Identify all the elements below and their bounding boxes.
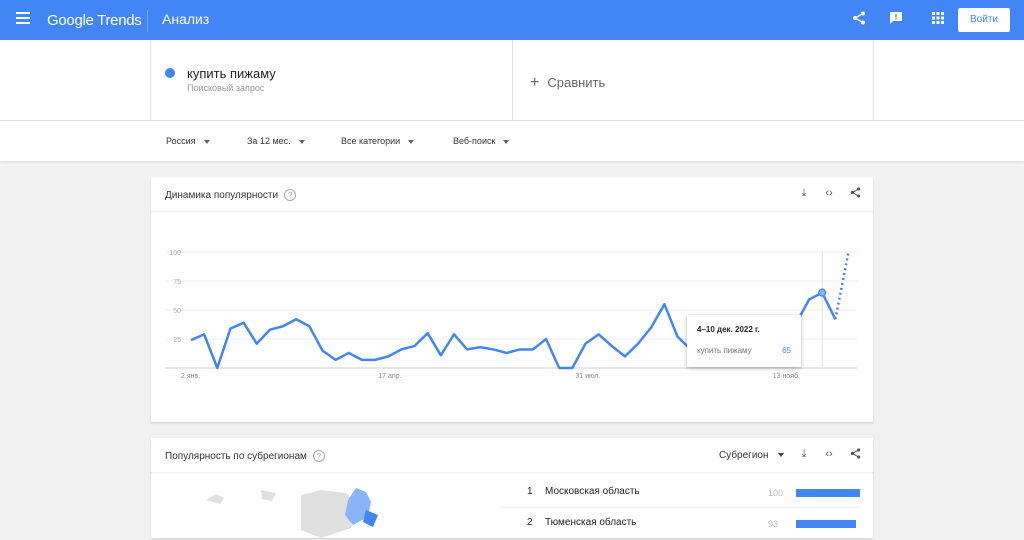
x-tick-label: 31 июл.	[576, 373, 601, 380]
region-value-bar	[796, 520, 856, 528]
caret-down-icon	[408, 139, 415, 144]
app-header: Google Trends Анализ Войти	[0, 0, 1024, 40]
region-card: Популярность по субрегионам? Субрегион ⤓…	[151, 438, 873, 538]
filter-region[interactable]: Россия	[166, 136, 210, 146]
filter-bar: Россия За 12 мес. Все категории Веб-поис…	[0, 121, 1024, 161]
x-tick-label: 17 апр.	[378, 373, 401, 380]
menu-icon[interactable]	[16, 12, 30, 26]
download-icon[interactable]: ⤓	[801, 187, 807, 199]
filter-category[interactable]: Все категории	[341, 136, 415, 146]
embed-icon[interactable]: ‹›	[825, 448, 833, 460]
logo[interactable]: Google Trends	[47, 12, 142, 29]
feedback-icon[interactable]	[887, 11, 905, 29]
highlight-point	[818, 288, 827, 297]
term-color-dot	[165, 68, 175, 78]
x-tick-label: 13 нояб.	[773, 372, 800, 380]
region-row[interactable]: 1 Московская область 100	[500, 478, 860, 508]
search-term-type: Поисковый запрос	[187, 83, 265, 93]
caret-down-icon	[203, 139, 210, 144]
share-icon[interactable]	[850, 11, 868, 29]
login-button[interactable]: Войти	[958, 8, 1010, 32]
y-tick-label: 25	[173, 337, 181, 344]
tooltip-value: 65	[782, 346, 791, 355]
region-value-bar	[796, 489, 860, 497]
y-tick-label: 50	[173, 308, 181, 315]
compare-button[interactable]: + Сравнить	[530, 74, 605, 92]
download-icon[interactable]: ⤓	[801, 448, 807, 460]
chart-tooltip: 4–10 дек. 2022 г. купить пижаму 65	[687, 315, 801, 367]
tooltip-date: 4–10 дек. 2022 г.	[697, 325, 760, 334]
interest-over-time-card: Динамика популярности? ⤓ ‹›	[151, 177, 873, 422]
search-term-card[interactable]	[150, 40, 512, 120]
divider	[147, 10, 148, 32]
caret-down-icon	[298, 139, 305, 144]
caret-down-icon	[503, 139, 510, 144]
region-map[interactable]	[201, 480, 431, 540]
x-tick-label: 2 янв.	[181, 373, 200, 380]
query-bar	[0, 40, 1024, 121]
tooltip-term: купить пижаму	[697, 346, 752, 355]
help-icon[interactable]: ?	[312, 450, 325, 462]
plus-icon: +	[530, 74, 540, 91]
compare-card[interactable]	[512, 40, 874, 120]
compare-label: Сравнить	[547, 75, 606, 90]
region-row[interactable]: 2 Тюменская область 93	[500, 509, 860, 539]
help-icon[interactable]: ?	[284, 189, 297, 201]
y-tick-label: 100	[169, 250, 181, 257]
embed-icon[interactable]: ‹›	[825, 187, 833, 199]
share-icon[interactable]	[848, 448, 862, 462]
partial-data-line	[834, 251, 850, 320]
caret-down-icon	[777, 453, 784, 458]
search-term[interactable]: купить пижаму	[187, 66, 276, 81]
apps-icon[interactable]	[929, 11, 947, 29]
region-level-select[interactable]: Субрегион	[719, 450, 784, 461]
card-title: Популярность по субрегионам	[165, 451, 307, 462]
filter-search-type[interactable]: Веб-поиск	[453, 136, 510, 146]
card-title: Динамика популярности	[165, 190, 279, 201]
share-icon[interactable]	[848, 187, 862, 201]
y-tick-label: 75	[173, 279, 181, 286]
filter-time[interactable]: За 12 мес.	[247, 136, 305, 146]
page-title: Анализ	[162, 11, 210, 27]
